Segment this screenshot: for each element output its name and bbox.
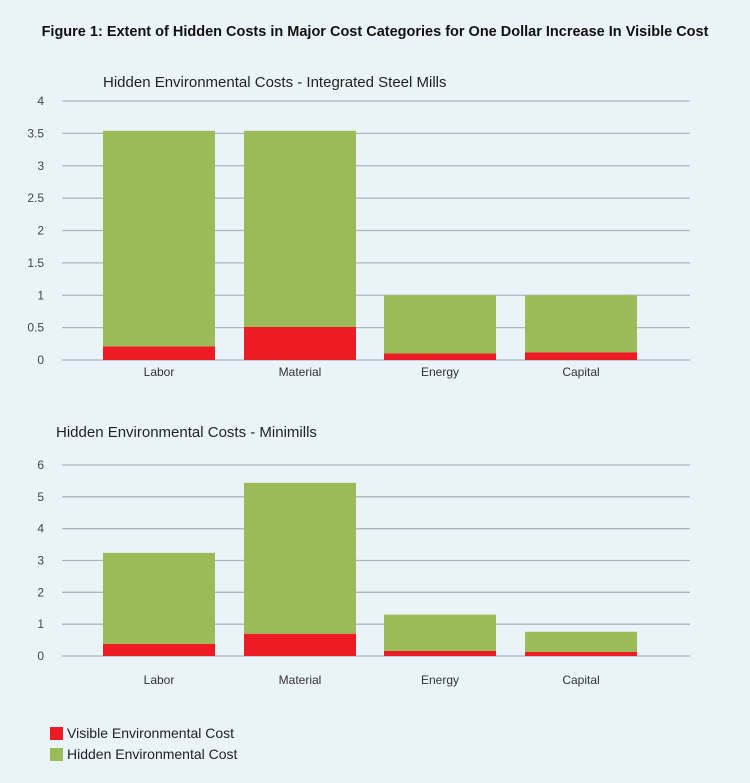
y-tick-label: 5 [37,490,44,504]
x-tick-label: Material [279,365,322,379]
bar-visible-energy [384,353,496,360]
bar-hidden-capital [525,631,637,652]
x-tick-label: Material [279,673,322,687]
bar-visible-material [244,633,356,656]
legend-label-visible: Visible Environmental Cost [67,725,235,741]
bar-hidden-capital [525,295,637,353]
y-tick-label: 3.5 [27,126,44,140]
bar-hidden-labor [103,130,215,347]
bar-hidden-material [244,130,356,327]
legend-swatch-hidden [50,747,63,761]
x-tick-label: Labor [144,673,175,687]
bar-visible-labor [103,643,215,656]
legend-item-hidden: Hidden Environmental Cost [50,746,237,762]
bar-hidden-material [244,482,356,634]
bar-visible-capital [525,651,637,656]
bar-hidden-labor [103,552,215,644]
y-tick-label: 2.5 [27,191,44,205]
y-tick-label: 2 [37,585,44,599]
x-tick-label: Energy [421,365,459,379]
bar-hidden-energy [384,614,496,651]
y-tick-label: 1 [37,617,44,631]
chart-title: Hidden Environmental Costs - Minimills [56,424,317,441]
y-tick-label: 4 [37,522,44,536]
y-tick-label: 6 [37,458,44,472]
bar-visible-capital [525,352,637,360]
bar-hidden-energy [384,295,496,354]
y-tick-label: 0 [37,353,44,367]
y-tick-label: 3 [37,554,44,568]
y-tick-label: 0.5 [27,321,44,335]
legend-swatch-visible [50,726,63,740]
y-tick-label: 0 [37,649,44,663]
figure-title: Figure 1: Extent of Hidden Costs in Majo… [41,24,709,40]
legend-item-visible: Visible Environmental Cost [50,725,234,741]
bar-visible-material [244,326,356,360]
x-tick-label: Energy [421,673,459,687]
y-tick-label: 1 [37,288,44,302]
y-tick-label: 2 [37,224,44,238]
chart-title: Hidden Environmental Costs - Integrated … [103,74,447,91]
x-tick-label: Labor [144,365,175,379]
bar-visible-energy [384,650,496,656]
x-tick-label: Capital [562,673,599,687]
bar-visible-labor [103,346,215,360]
y-tick-label: 4 [37,94,44,108]
y-tick-label: 1.5 [27,256,44,270]
legend-label-hidden: Hidden Environmental Cost [67,746,238,762]
y-tick-label: 3 [37,159,44,173]
x-tick-label: Capital [562,365,599,379]
